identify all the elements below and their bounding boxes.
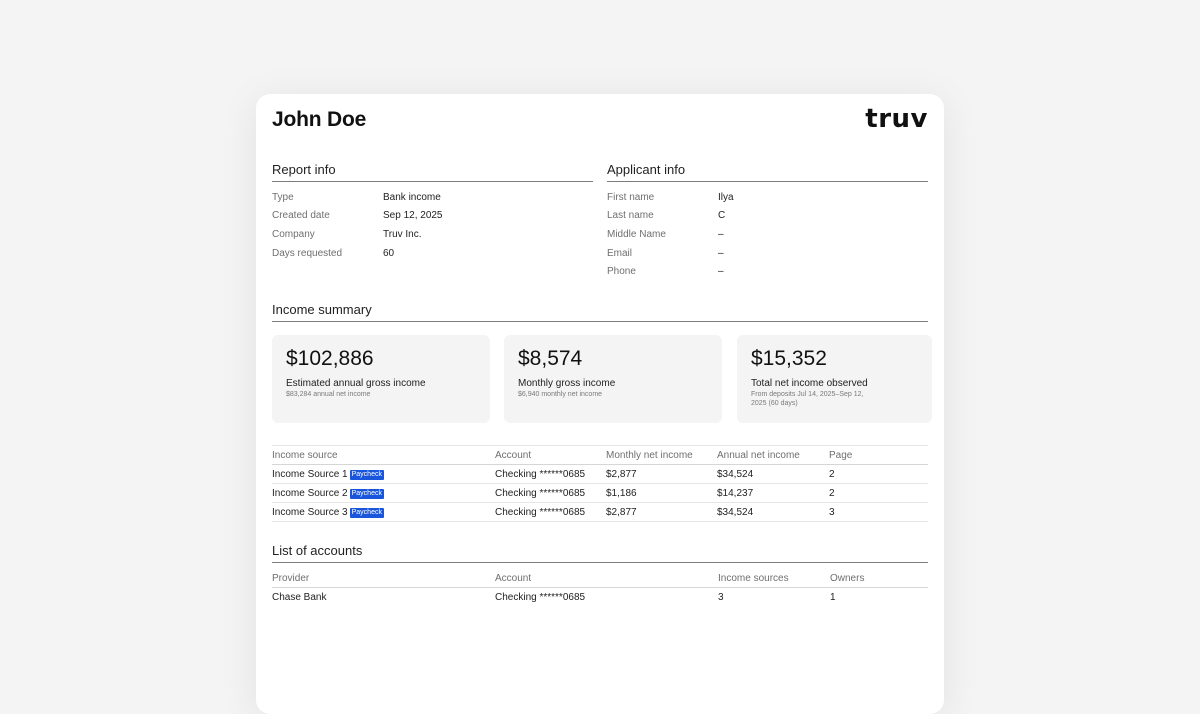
truv-logo: truv [865, 104, 928, 134]
report-info-row: Type Bank income [272, 188, 593, 207]
income-source-name: Income Source 2 [272, 487, 348, 499]
field-label: First name [607, 191, 655, 203]
field-value: – [718, 228, 724, 240]
field-label: Type [272, 191, 294, 203]
field-label: Company [272, 228, 315, 240]
field-label: Phone [607, 266, 636, 278]
column-header: Page [829, 445, 928, 465]
column-header: Monthly net income [606, 445, 717, 465]
table-row: Income Source 1 Paycheck Checking ******0… [272, 464, 928, 484]
field-value: – [718, 266, 724, 278]
report-info-row: Company Truv Inc. [272, 225, 593, 244]
income-source-name: Income Source 1 [272, 468, 348, 480]
column-header: Annual net income [717, 445, 829, 465]
table-row: Income Source 2 Paycheck Checking ******0… [272, 483, 928, 503]
monthly-net-cell: $2,877 [606, 464, 717, 484]
account-cell: Checking ******0685 [495, 483, 606, 503]
page-cell: 2 [829, 483, 928, 503]
tile-sublabel: From deposits Jul 14, 2025–Sep 12, 2025 … [751, 391, 864, 407]
field-value: Sep 12, 2025 [383, 210, 443, 222]
income-sources-cell: 3 [718, 591, 724, 603]
income-source-cell: Income Source 3 Paycheck [272, 502, 495, 522]
tile-amount: $15,352 [751, 347, 827, 370]
income-source-cell: Income Source 1 Paycheck [272, 464, 495, 484]
annual-net-cell: $34,524 [717, 502, 829, 522]
paycheck-badge: Paycheck [349, 507, 384, 518]
field-value: C [718, 210, 726, 222]
accounts-table: Provider Account Income sources Owners C… [272, 569, 928, 606]
field-value: 60 [383, 247, 395, 259]
field-label: Days requested [272, 247, 343, 259]
monthly-net-cell: $1,186 [606, 483, 717, 503]
applicant-info-row: Email – [607, 244, 928, 263]
report-info-title: Report info [272, 162, 593, 182]
table-row: Chase Bank Checking ******0685 3 1 [272, 588, 928, 607]
page-cell: 2 [829, 464, 928, 484]
column-header: Income sources [718, 569, 830, 588]
column-header: Provider [272, 569, 495, 588]
provider-cell: Chase Bank [272, 591, 327, 603]
tile-label: Total net income observed [751, 378, 868, 389]
applicant-info-row: Last name C [607, 207, 928, 226]
applicant-info-title: Applicant info [607, 162, 928, 182]
account-cell: Checking ******0685 [495, 502, 606, 522]
applicant-info-list: First name Ilya Last name C Middle Name – E… [607, 188, 928, 281]
column-header: Income source [272, 445, 495, 465]
table-header-row: Provider Account Income sources Owners [272, 569, 928, 588]
owners-cell: 1 [830, 591, 836, 603]
table-header-row: Income source Account Monthly net income… [272, 445, 928, 465]
summary-tile-annual: $102,886 Estimated annual gross income $… [272, 335, 490, 423]
applicant-name: John Doe [272, 108, 367, 131]
tile-amount: $8,574 [518, 347, 583, 370]
table-row: Income Source 3 Paycheck Checking ******0… [272, 502, 928, 522]
field-value: Truv Inc. [383, 228, 422, 240]
income-source-cell: Income Source 2 Paycheck [272, 483, 495, 503]
paycheck-badge: Paycheck [349, 469, 384, 480]
report-info-row: Created date Sep 12, 2025 [272, 207, 593, 226]
column-header: Owners [830, 569, 928, 588]
tile-label: Monthly gross income [518, 378, 616, 389]
field-label: Middle Name [607, 228, 666, 240]
monthly-net-cell: $2,877 [606, 502, 717, 522]
page-cell: 3 [829, 502, 928, 522]
applicant-info-row: First name Ilya [607, 188, 928, 207]
applicant-info-row: Phone – [607, 262, 928, 281]
tile-sublabel: $83,284 annual net income [286, 391, 371, 398]
column-header: Account [495, 445, 606, 465]
tile-amount: $102,886 [286, 347, 374, 370]
income-sources-table: Income source Account Monthly net income… [272, 445, 928, 522]
summary-tile-monthly: $8,574 Monthly gross income $6,940 month… [504, 335, 722, 423]
income-summary-title: Income summary [272, 302, 928, 322]
annual-net-cell: $14,237 [717, 483, 829, 503]
field-label: Email [607, 247, 633, 259]
field-value: Ilya [718, 191, 734, 203]
report-info-list: Type Bank income Created date Sep 12, 2025… [272, 188, 593, 262]
income-source-name: Income Source 3 [272, 506, 348, 518]
account-cell: Checking ******0685 [495, 591, 586, 603]
tile-label: Estimated annual gross income [286, 378, 426, 389]
report-info-row: Days requested 60 [272, 244, 593, 263]
column-header: Account [495, 569, 718, 588]
field-value: – [718, 247, 724, 259]
applicant-info-row: Middle Name – [607, 225, 928, 244]
annual-net-cell: $34,524 [717, 464, 829, 484]
field-value: Bank income [383, 191, 441, 203]
account-cell: Checking ******0685 [495, 464, 606, 484]
paycheck-badge: Paycheck [349, 488, 384, 499]
field-label: Last name [607, 210, 654, 222]
tile-sublabel: $6,940 monthly net income [518, 391, 603, 398]
summary-tile-total: $15,352 Total net income observed From d… [737, 335, 932, 423]
accounts-title: List of accounts [272, 543, 928, 563]
field-label: Created date [272, 210, 330, 222]
report-card: John Doe truv Report info Type Bank incom… [256, 94, 944, 714]
